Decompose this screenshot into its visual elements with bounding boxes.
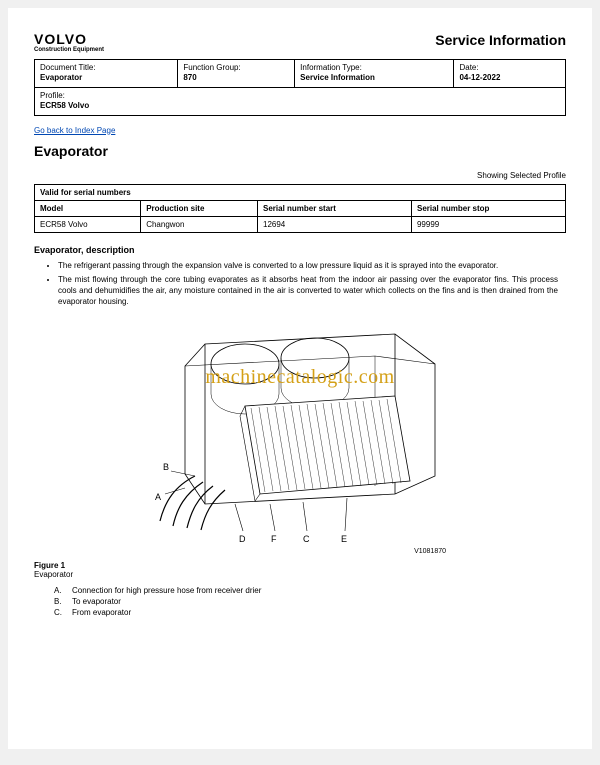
evaporator-diagram: B A D F C E: [135, 326, 465, 546]
legend: A.Connection for high pressure hose from…: [54, 585, 566, 619]
serial-col-start: Serial number start: [258, 200, 412, 216]
serial-cell-start: 12694: [258, 216, 412, 232]
description-heading: Evaporator, description: [34, 245, 566, 255]
serial-col-model: Model: [35, 200, 141, 216]
legend-key-b: B.: [54, 596, 72, 607]
meta-func-group-label: Function Group:: [183, 63, 289, 73]
serial-valid-header: Valid for serial numbers: [35, 184, 566, 200]
meta-profile-label: Profile:: [40, 91, 560, 101]
meta-info-type: Service Information: [300, 73, 448, 83]
meta-doc-title: Evaporator: [40, 73, 172, 83]
label-a: A: [155, 492, 161, 502]
label-b: B: [163, 462, 169, 472]
serial-cell-model: ECR58 Volvo: [35, 216, 141, 232]
serial-cell-stop: 99999: [411, 216, 565, 232]
index-link[interactable]: Go back to Index Page: [34, 126, 115, 135]
figure-caption: Figure 1: [34, 561, 566, 570]
meta-profile: ECR58 Volvo: [40, 101, 560, 111]
legend-key-a: A.: [54, 585, 72, 596]
legend-c: From evaporator: [72, 607, 131, 618]
label-d: D: [239, 534, 246, 544]
logo-text: VOLVO: [34, 31, 87, 47]
legend-a: Connection for high pressure hose from r…: [72, 585, 261, 596]
legend-key-c: C.: [54, 607, 72, 618]
bullet-2: The mist flowing through the core tubing…: [58, 275, 558, 307]
page-title: Evaporator: [34, 143, 566, 159]
label-e: E: [341, 534, 347, 544]
header-title: Service Information: [435, 32, 566, 48]
serial-table: Valid for serial numbers Model Productio…: [34, 184, 566, 233]
logo-subtext: Construction Equipment: [34, 47, 104, 53]
showing-profile: Showing Selected Profile: [34, 171, 566, 180]
description-list: The refrigerant passing through the expa…: [58, 261, 558, 308]
figure: B A D F C E: [34, 326, 566, 548]
label-f: F: [271, 534, 277, 544]
meta-doc-title-label: Document Title:: [40, 63, 172, 73]
serial-col-stop: Serial number stop: [411, 200, 565, 216]
meta-func-group: 870: [183, 73, 289, 83]
label-c: C: [303, 534, 310, 544]
logo: VOLVO Construction Equipment: [34, 32, 104, 53]
meta-date: 04-12-2022: [459, 73, 560, 83]
bullet-1: The refrigerant passing through the expa…: [58, 261, 558, 272]
header: VOLVO Construction Equipment Service Inf…: [34, 32, 566, 53]
watermark: machinecatalogic.com: [8, 366, 592, 389]
page: VOLVO Construction Equipment Service Inf…: [8, 8, 592, 749]
figure-sub: Evaporator: [34, 570, 566, 579]
legend-b: To evaporator: [72, 596, 121, 607]
meta-info-type-label: Information Type:: [300, 63, 448, 73]
serial-cell-site: Changwon: [141, 216, 258, 232]
meta-table: Document Title: Evaporator Function Grou…: [34, 59, 566, 116]
serial-col-site: Production site: [141, 200, 258, 216]
meta-date-label: Date:: [459, 63, 560, 73]
figure-id: V1081870: [34, 548, 566, 555]
